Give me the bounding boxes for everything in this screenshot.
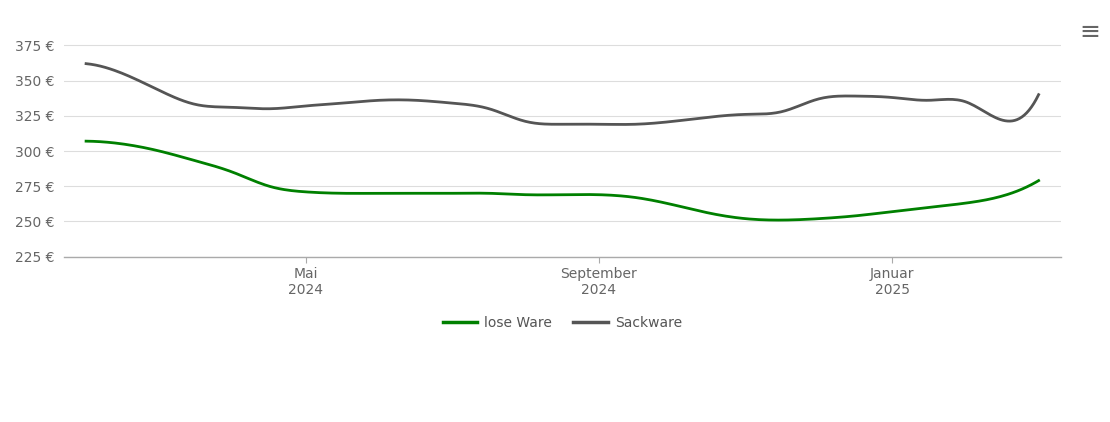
Text: ≡: ≡ [1079,20,1100,44]
Legend: lose Ware, Sackware: lose Ware, Sackware [437,310,687,335]
